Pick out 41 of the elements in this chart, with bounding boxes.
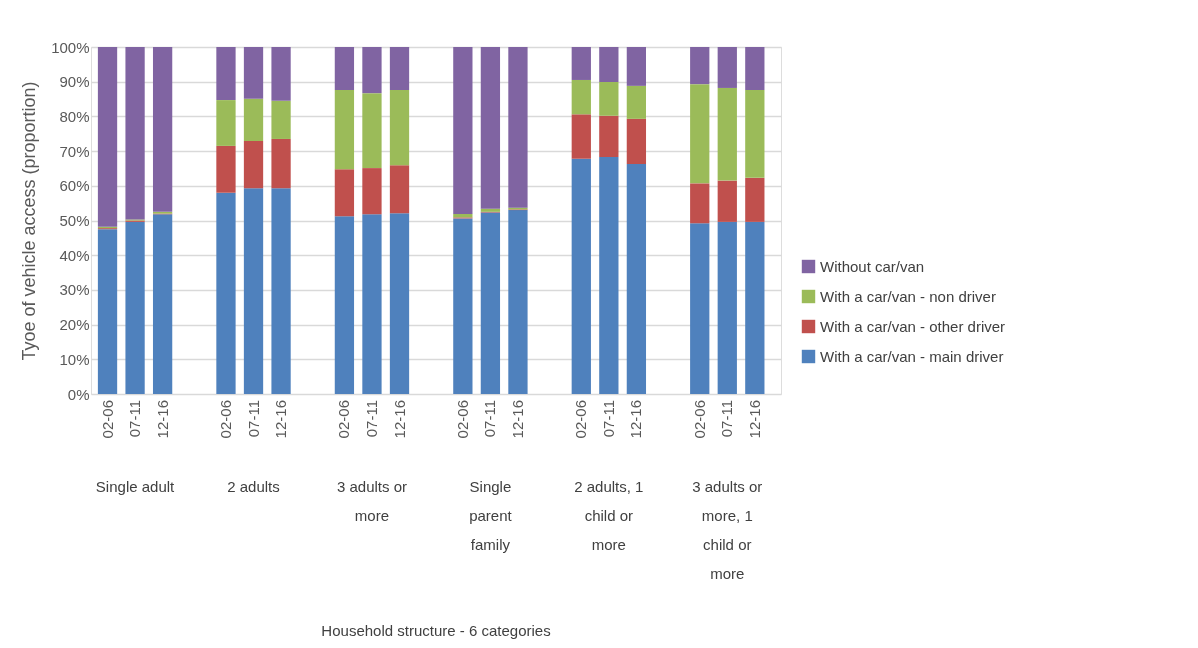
y-tick-label: 30%: [59, 281, 90, 299]
text: Single parent family: [469, 478, 513, 553]
x-tick-label: 02-06: [453, 400, 471, 439]
y-tick-label: 40%: [59, 246, 90, 264]
x-tick-label: 02-06: [572, 400, 590, 439]
x-tick-label: 12-16: [627, 400, 645, 439]
x-tick-label: 12-16: [272, 400, 290, 439]
y-tick-label: 70%: [59, 142, 90, 160]
x-tick-label: 02-06: [690, 400, 708, 439]
x-tick-label: 12-16: [508, 400, 526, 439]
x-tick-label: 12-16: [390, 400, 408, 439]
x-tick-label: 02-06: [335, 400, 353, 439]
y-tick-label: 100%: [51, 38, 90, 56]
x-tick-label: 07-11: [599, 400, 617, 438]
y-tick-label: 60%: [59, 177, 90, 195]
x-tick-label: 07-11: [362, 400, 380, 438]
text: 2 adults, 1 child or more: [574, 478, 644, 553]
legend-label: With a car/van - main driver: [820, 347, 1004, 365]
y-axis-title: Tyoe of vehicle access (proportion): [19, 81, 40, 361]
x-tick-label: 07-11: [718, 400, 736, 438]
legend-label: With a car/van - other driver: [820, 317, 1006, 335]
y-tick-label: 80%: [59, 107, 90, 125]
y-tick-label: 50%: [59, 212, 90, 229]
x-tick-label: 07-11: [244, 400, 262, 438]
y-tick-label: 10%: [59, 350, 90, 368]
y-tick-label: 0%: [67, 385, 90, 403]
x-tick-label: 07-11: [126, 400, 144, 438]
text: Household structure - 6 categories: [321, 622, 551, 639]
text: Single adult: [95, 478, 176, 495]
text: 2 adults: [227, 478, 280, 495]
y-tick-label: 20%: [59, 316, 90, 334]
text: 3 adults or more: [336, 478, 407, 524]
x-tick-label: 12-16: [745, 400, 763, 439]
text: 3 adults or more, 1 child or more: [692, 478, 763, 582]
legend-label: With a car/van - non driver: [820, 287, 996, 305]
x-tick-label: 07-11: [481, 400, 499, 438]
x-tick-label: 02-06: [98, 400, 116, 439]
x-tick-label: 02-06: [216, 400, 234, 439]
x-tick-label: 12-16: [153, 400, 171, 439]
legend-label: Without car/van: [820, 257, 925, 275]
y-tick-label: 90%: [59, 73, 90, 91]
